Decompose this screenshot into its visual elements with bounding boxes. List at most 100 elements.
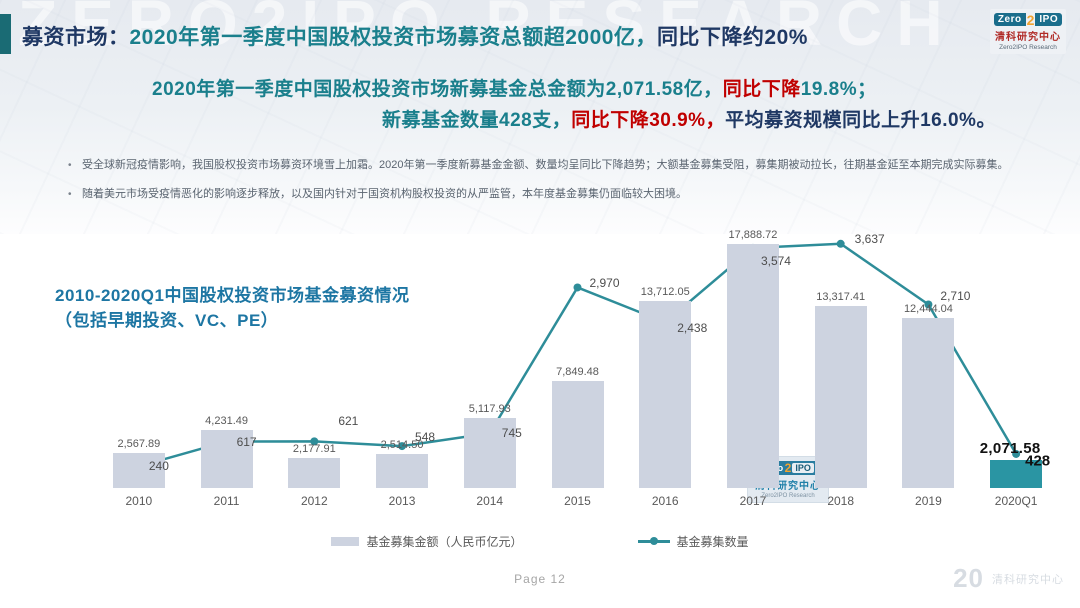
x-axis-label-2017: 2017 <box>739 494 767 508</box>
chart-legend: 基金募集金额（人民币亿元） 基金募集数量 <box>0 533 1080 550</box>
x-axis-label-2014: 2014 <box>476 494 504 508</box>
line-value-label-2011: 617 <box>236 434 257 449</box>
title-accent-bar <box>0 14 11 54</box>
bullet-dot-icon: • <box>68 188 72 200</box>
bar-2016 <box>639 300 692 488</box>
line-value-label-2019: 2,710 <box>940 289 971 304</box>
line-marker-2018 <box>836 239 845 248</box>
bar-2012 <box>288 458 341 488</box>
line-value-label-2020Q1: 428 <box>1025 452 1051 470</box>
combo-chart: Zero 2 IPO 清科研究中心 Zero2IPO Research 2,56… <box>95 229 1060 516</box>
subtitle-1-segment-3: ； <box>857 79 877 100</box>
subtitle-1-segment-0: 2020年第一季度中国股权投资市场新募基金总金额为2,071.58亿， <box>152 79 723 100</box>
page-title-main: 2020年第一季度中国股权投资市场募资总额超2000亿， <box>129 26 657 49</box>
line-marker-2019 <box>924 300 933 309</box>
legend-amount-label: 基金募集金额（人民币亿元） <box>366 535 523 549</box>
zero2ipo-logo: Zero 2 IPO 清科研究中心 Zero2IPO Research <box>990 9 1066 54</box>
bullet-notes: • 受全球新冠疫情影响，我国股权投资市场募资环境雪上加霜。2020年第一季度新募基… <box>68 158 1058 216</box>
logo-two-text: 2 <box>1026 11 1035 28</box>
bar-2018 <box>814 306 867 488</box>
chart-logo-two-text: 2 <box>784 460 792 475</box>
bullet-text: 随着美元市场受疫情恶化的影响逐步释放，以及国内针对于国资机构股权投资的从严监管，… <box>82 187 687 200</box>
x-axis-label-2020Q1: 2020Q1 <box>994 494 1038 508</box>
logo-english-name: Zero2IPO Research <box>999 44 1057 51</box>
legend-line-swatch <box>637 537 670 545</box>
background-sketch-pattern <box>0 0 1080 234</box>
line-value-label-2012: 621 <box>338 414 359 429</box>
chart-title-line1: 2010-2020Q1中国股权投资市场基金募资情况 <box>55 286 410 305</box>
line-value-label-2015: 2,970 <box>589 276 620 291</box>
bar-2014 <box>463 418 516 488</box>
subtitle-2-segment-1: 同比下降30.9%， <box>571 110 726 131</box>
subtitle-2-segment-2: 平均募资规模同比上升16.0%。 <box>725 110 996 131</box>
bar-value-label-2011: 4,231.49 <box>205 415 248 428</box>
page-number: Page 12 <box>514 572 566 586</box>
bar-2013 <box>376 453 429 488</box>
bar-value-label-2014: 5,117.93 <box>468 403 511 416</box>
line-marker-2013 <box>398 442 407 451</box>
footer-brand: 20 清科研究中心 <box>953 563 1064 594</box>
subtitle-line-1: 2020年第一季度中国股权投资市场新募基金总金额为2,071.58亿，同比下降1… <box>152 74 877 101</box>
x-axis-label-2015: 2015 <box>564 494 591 508</box>
chart-title-line2: （包括早期投资、VC、PE） <box>55 310 279 330</box>
bar-value-label-2018: 13,317.41 <box>816 291 866 304</box>
subtitle-2-segment-0: 新募基金数量428支， <box>382 110 572 131</box>
legend-bar-swatch <box>331 537 360 546</box>
legend-item-count: 基金募集数量 <box>637 533 749 550</box>
line-value-label-2016: 2,438 <box>677 321 708 336</box>
x-axis-label-2012: 2012 <box>300 494 328 508</box>
bar-2010 <box>112 452 165 488</box>
line-value-label-2010: 240 <box>148 459 169 474</box>
bar-value-label-2020Q1: 2,071.58 <box>979 439 1041 457</box>
chart-logo-chinese-name: 清科研究中心 <box>755 481 821 492</box>
x-axis-label-2010: 2010 <box>125 494 153 508</box>
logo-chinese-name: 清科研究中心 <box>995 32 1061 43</box>
legend-item-amount: 基金募集金额（人民币亿元） <box>331 533 523 550</box>
chart-logo-ipo-text: IPO <box>792 463 814 473</box>
x-axis-label-2016: 2016 <box>651 494 679 508</box>
subtitle-1-segment-1: 同比下降 <box>722 79 801 100</box>
x-axis-label-2013: 2013 <box>388 494 416 508</box>
bullet-item-0: • 受全球新冠疫情影响，我国股权投资市场募资环境雪上加霜。2020年第一季度新募基… <box>68 158 1058 174</box>
zero2ipo-logo-mark: Zero 2 IPO <box>993 11 1063 28</box>
bar-2019 <box>902 318 955 488</box>
bar-value-label-2010: 2,567.89 <box>117 437 161 450</box>
bar-2017 <box>726 244 779 488</box>
logo-zero-text: Zero <box>993 13 1026 26</box>
line-value-label-2018: 3,637 <box>854 231 885 246</box>
x-axis-label-2011: 2011 <box>213 494 240 508</box>
bar-value-label-2017: 17,888.72 <box>728 229 778 241</box>
bar-value-label-2015: 7,849.48 <box>556 365 599 378</box>
chart-title: 2010-2020Q1中国股权投资市场基金募资情况 （包括早期投资、VC、PE） <box>55 284 409 333</box>
bullet-dot-icon: • <box>68 160 72 171</box>
page-title: 募资市场：2020年第一季度中国股权投资市场募资总额超2000亿，同比下降约20… <box>22 21 808 51</box>
bar-value-label-2016: 13,712.05 <box>640 285 690 298</box>
line-value-label-2014: 745 <box>501 426 522 441</box>
bar-2020Q1 <box>990 459 1043 488</box>
subtitle-line-2: 新募基金数量428支，同比下降30.9%，平均募资规模同比上升16.0%。 <box>382 105 996 132</box>
footer-brand-number: 20 <box>953 563 984 593</box>
chart-logo-english-name: Zero2IPO Research <box>761 493 815 499</box>
x-axis-label-2018: 2018 <box>827 494 855 508</box>
bullet-item-1: • 随着美元市场受疫情恶化的影响逐步释放，以及国内针对于国资机构股权投资的从严监管… <box>68 187 1058 203</box>
legend-count-label: 基金募集数量 <box>676 535 749 549</box>
line-marker-2012 <box>310 437 319 446</box>
bar-value-label-2013: 2,514.50 <box>380 438 424 451</box>
header-band: ZERO2IPO RESEARCH <box>0 0 1080 234</box>
page-title-suffix: 同比下降约20% <box>656 26 808 49</box>
bar-2015 <box>551 380 604 488</box>
line-value-label-2013: 548 <box>415 430 436 445</box>
logo-ipo-text: IPO <box>1035 13 1063 26</box>
bar-2011 <box>200 430 253 488</box>
line-marker-2015 <box>573 283 582 292</box>
bullet-text: 受全球新冠疫情影响，我国股权投资市场募资环境雪上加霜。2020年第一季度新募基金… <box>82 159 1009 171</box>
bar-value-label-2012: 2,177.91 <box>292 443 336 456</box>
subtitle-1-segment-2: 19.8% <box>800 79 858 100</box>
footer-brand-text: 清科研究中心 <box>992 573 1064 586</box>
background-watermark-text: ZERO2IPO RESEARCH <box>18 0 957 60</box>
bar-value-label-2019: 12,444.04 <box>903 303 953 316</box>
page-title-prefix: 募资市场： <box>22 26 130 49</box>
line-value-label-2017: 3,574 <box>760 253 791 268</box>
x-axis-label-2019: 2019 <box>915 494 942 508</box>
